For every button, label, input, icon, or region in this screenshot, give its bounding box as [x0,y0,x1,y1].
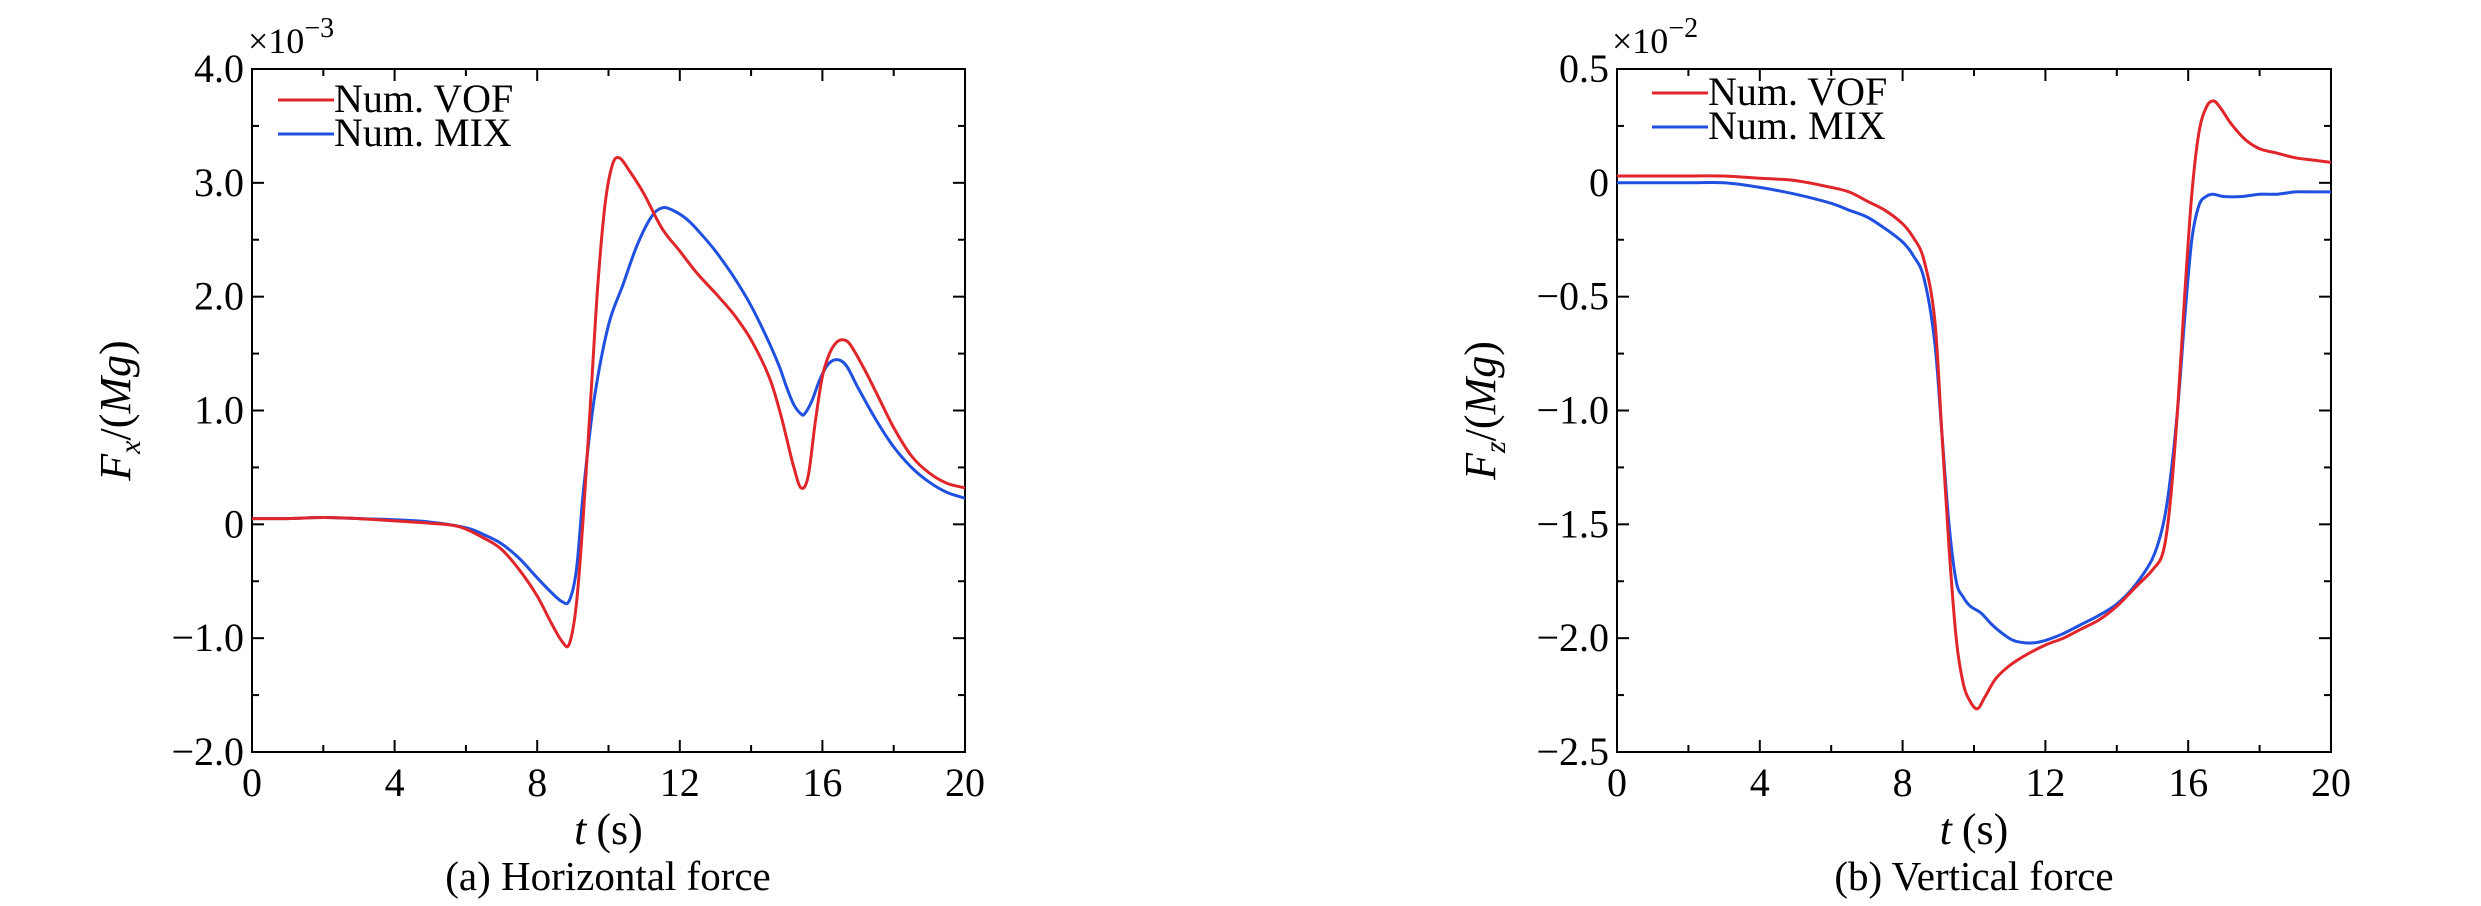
y-axis-close: ) [1456,341,1505,356]
x-axis-title: t (s) [574,805,643,854]
series-line-num-mix [252,205,965,606]
x-axis-unit: (s) [1962,805,2008,854]
y-tick-label: 4.0 [194,46,244,91]
y-tick-label: −2.5 [1536,729,1609,774]
x-tick-label: 20 [945,760,985,805]
y-axis-slash: /( [91,414,140,441]
y-axis-close: ) [91,340,140,355]
x-axis-title: t (s) [1940,805,2009,854]
x-tick-label: 4 [385,760,405,805]
y-axis-title: Fz/(Mg) [1456,341,1512,481]
x-tick-label: 12 [2025,760,2065,805]
chart-caption: (a) Horizontal force [445,853,771,899]
y-tick-label: 1.0 [194,388,244,433]
y-axis-slash: /( [1456,414,1505,441]
y-tick-label: −2.0 [171,729,244,774]
y-axis-mg: Mg [1456,356,1505,416]
y-axis-subscript: x [114,440,147,455]
y-tick-label: 3.0 [194,160,244,205]
y-multiplier-exponent: −3 [304,13,334,44]
y-tick-label: 0 [224,501,244,546]
y-tick-label: −1.0 [171,615,244,660]
y-tick-label: 0.5 [1559,46,1609,91]
y-tick-label: 2.0 [194,274,244,319]
chart-horizontal-force: 0 4 8 12 16 20 −2.0 −1.0 0 1.0 2.0 3.0 4.0×10−3 t (s) F… [91,13,985,899]
y-multiplier-label: ×10−3 [248,13,334,61]
y-axis-variable: F [1456,452,1505,481]
y-multiplier-label: ×10−2 [1612,13,1698,61]
y-multiplier-base: ×10 [248,21,304,61]
chart-caption: (b) Vertical force [1834,853,2113,899]
y-tick-label: −0.5 [1536,274,1609,319]
y-tick-label: 0 [1589,160,1609,205]
x-tick-label: 0 [242,760,262,805]
series-line-num-vof [252,156,965,649]
legend-label: Num. MIX [334,110,512,155]
x-tick-label: 8 [527,760,547,805]
x-tick-label: 0 [1607,760,1627,805]
x-tick-label: 16 [2168,760,2208,805]
x-tick-label: 16 [802,760,842,805]
y-tick-label: −2.0 [1536,615,1609,660]
series-line-num-mix [1617,180,2331,645]
y-multiplier-exponent: −2 [1668,13,1698,44]
x-axis-unit: (s) [596,805,642,854]
x-axis-variable: t [1940,805,1954,854]
legend-label: Num. MIX [1708,103,1886,148]
y-axis-mg: Mg [91,355,140,415]
legend-label: Num. VOF [334,76,513,121]
series-line-num-vof [1617,99,2331,711]
plot-frame [251,68,966,753]
plot-frame [1616,68,2332,753]
y-axis-subscript: z [1479,441,1512,454]
y-tick-label: −1.5 [1536,501,1609,546]
y-multiplier-base: ×10 [1612,21,1668,61]
y-tick-label: −1.0 [1536,388,1609,433]
x-axis-variable: t [574,805,588,854]
x-tick-label: 4 [1750,760,1770,805]
x-tick-label: 8 [1893,760,1913,805]
legend-label: Num. VOF [1708,69,1887,114]
y-axis-variable: F [91,453,140,482]
x-tick-label: 20 [2311,760,2351,805]
y-axis-title: Fx/(Mg) [91,340,147,481]
x-tick-label: 12 [660,760,700,805]
chart-vertical-force: 0 4 8 12 16 20 −2.5 −2.0 −1.5 −1.0 −0.5 0 0.5×10−2 t(… [1456,13,2351,899]
